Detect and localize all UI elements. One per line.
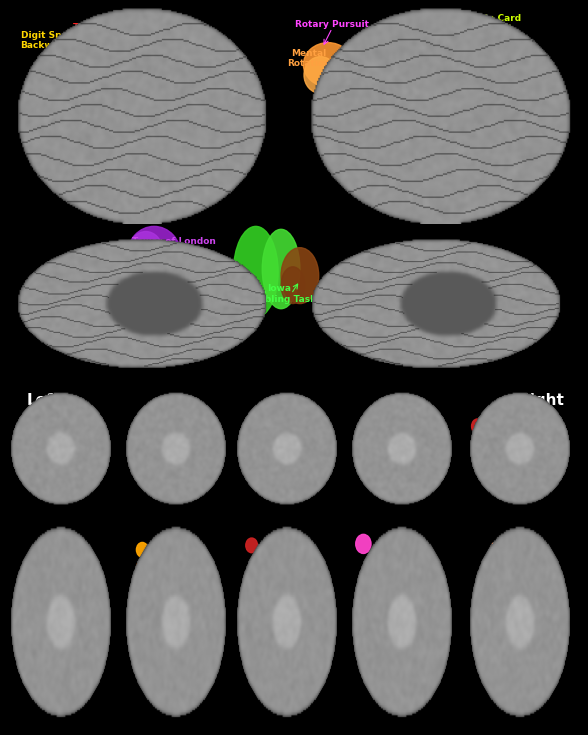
Ellipse shape: [147, 253, 171, 279]
Text: Digit Span
Backward: Digit Span Backward: [21, 31, 74, 50]
Circle shape: [25, 433, 36, 446]
Circle shape: [258, 432, 269, 447]
Text: Wisconsin Card
Sorting Test: Wisconsin Card Sorting Test: [443, 14, 521, 33]
Text: Right: Right: [519, 393, 564, 408]
Circle shape: [356, 534, 371, 553]
Ellipse shape: [233, 226, 278, 318]
Circle shape: [28, 420, 40, 435]
Ellipse shape: [479, 79, 544, 138]
Text: Iowa
Gambling Task: Iowa Gambling Task: [242, 284, 316, 304]
Bar: [0, 397, 588, 735]
Text: Rotary Pursuit: Rotary Pursuit: [295, 21, 369, 29]
Ellipse shape: [485, 99, 520, 136]
Circle shape: [136, 560, 148, 575]
Ellipse shape: [129, 232, 162, 268]
Ellipse shape: [303, 43, 353, 87]
Circle shape: [479, 441, 491, 456]
Ellipse shape: [89, 50, 146, 100]
Ellipse shape: [363, 47, 387, 88]
Text: Left: Left: [26, 393, 61, 408]
Circle shape: [375, 419, 387, 434]
Circle shape: [136, 418, 149, 434]
Ellipse shape: [281, 248, 319, 304]
Ellipse shape: [433, 40, 486, 85]
Ellipse shape: [127, 226, 181, 285]
Circle shape: [37, 434, 48, 448]
Circle shape: [26, 565, 42, 584]
Circle shape: [256, 553, 268, 567]
Ellipse shape: [360, 27, 399, 87]
Circle shape: [362, 432, 373, 447]
Ellipse shape: [74, 53, 109, 82]
Ellipse shape: [94, 54, 129, 86]
Ellipse shape: [62, 53, 91, 79]
Text: Tower of London: Tower of London: [73, 24, 156, 32]
Ellipse shape: [451, 37, 484, 66]
Circle shape: [148, 570, 160, 584]
Text: Mental
Rotation: Mental Rotation: [287, 49, 330, 68]
Ellipse shape: [53, 55, 112, 99]
Ellipse shape: [325, 62, 346, 85]
Bar: [0, 0, 588, 397]
Text: Trail Making
Test: Trail Making Test: [495, 80, 557, 99]
Circle shape: [136, 542, 148, 557]
Circle shape: [136, 432, 148, 447]
Ellipse shape: [262, 229, 300, 309]
Ellipse shape: [304, 57, 337, 93]
Circle shape: [265, 419, 276, 434]
Ellipse shape: [281, 267, 305, 304]
Circle shape: [375, 432, 387, 447]
Circle shape: [265, 537, 279, 554]
Ellipse shape: [440, 59, 466, 85]
Ellipse shape: [112, 66, 141, 93]
Circle shape: [246, 538, 258, 553]
Text: Tower of London: Tower of London: [132, 237, 215, 245]
Circle shape: [472, 419, 483, 434]
Circle shape: [490, 418, 503, 434]
Circle shape: [485, 430, 497, 445]
Circle shape: [490, 542, 503, 558]
Circle shape: [360, 419, 372, 434]
Circle shape: [250, 419, 262, 434]
